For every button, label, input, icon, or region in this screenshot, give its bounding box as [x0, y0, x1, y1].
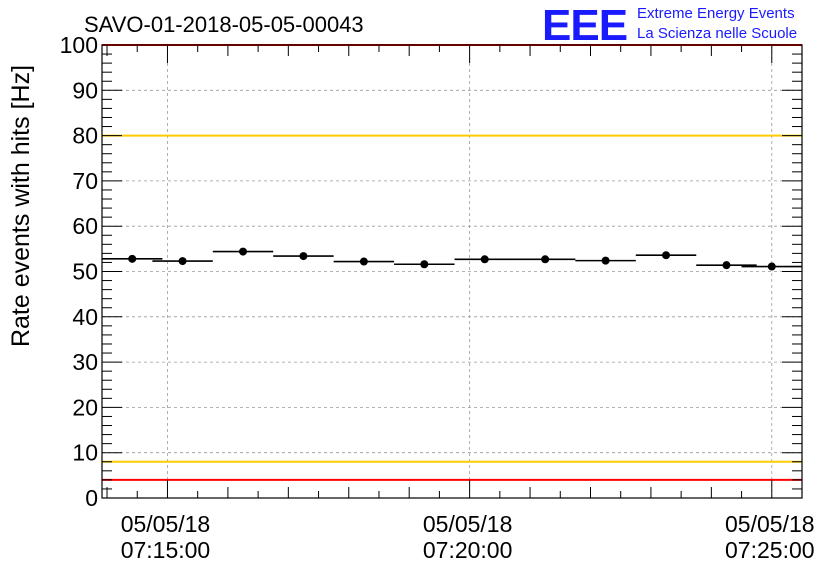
y-tick-label: 60	[72, 213, 98, 239]
data-point	[359, 257, 368, 266]
y-tick-label: 40	[72, 304, 98, 330]
y-axis-label: Rate events with hits [Hz]	[7, 65, 35, 347]
x-tick-date: 05/05/18	[423, 511, 513, 537]
y-tick-label: 30	[72, 349, 98, 375]
grid	[102, 44, 802, 499]
data-point	[299, 252, 308, 261]
logo-mark: EEE	[542, 1, 627, 50]
chart-title: SAVO-01-2018-05-05-00043	[84, 12, 364, 37]
axis-ticks	[102, 44, 803, 499]
y-tick-label: 100	[60, 32, 98, 58]
x-tick-time: 07:20:00	[423, 537, 513, 563]
data-point	[767, 262, 776, 271]
reference-lines	[102, 44, 802, 481]
data-point	[239, 247, 248, 256]
x-tick-labels: 05/05/1807:15:0005/05/1807:20:0005/05/18…	[121, 511, 815, 563]
data-series	[102, 247, 802, 271]
logo-line-1: Extreme Energy Events	[637, 5, 795, 22]
data-point	[128, 254, 137, 263]
data-point	[722, 261, 731, 270]
logo-line-2: La Scienza nelle Scuole	[637, 25, 797, 42]
y-tick-label: 90	[72, 77, 98, 103]
data-point	[420, 260, 429, 269]
y-tick-label: 70	[72, 168, 98, 194]
y-tick-label: 50	[72, 259, 98, 285]
x-tick-date: 05/05/18	[121, 511, 211, 537]
y-tick-label: 10	[72, 440, 98, 466]
y-tick-label: 80	[72, 123, 98, 149]
data-point	[662, 251, 671, 260]
y-tick-label: 20	[72, 394, 98, 420]
data-point	[601, 256, 610, 265]
data-point	[480, 255, 489, 264]
y-tick-labels: 0 10 20 30 40 50 60 70 80 90 100	[60, 32, 98, 511]
x-tick-time: 07:15:00	[121, 537, 211, 563]
x-tick-date: 05/05/18	[725, 511, 815, 537]
x-tick-time: 07:25:00	[725, 537, 815, 563]
y-tick-label: 0	[85, 485, 98, 511]
data-point	[178, 257, 187, 266]
data-point	[541, 255, 550, 264]
eee-logo: EEE Extreme Energy Events La Scienza nel…	[542, 1, 797, 50]
